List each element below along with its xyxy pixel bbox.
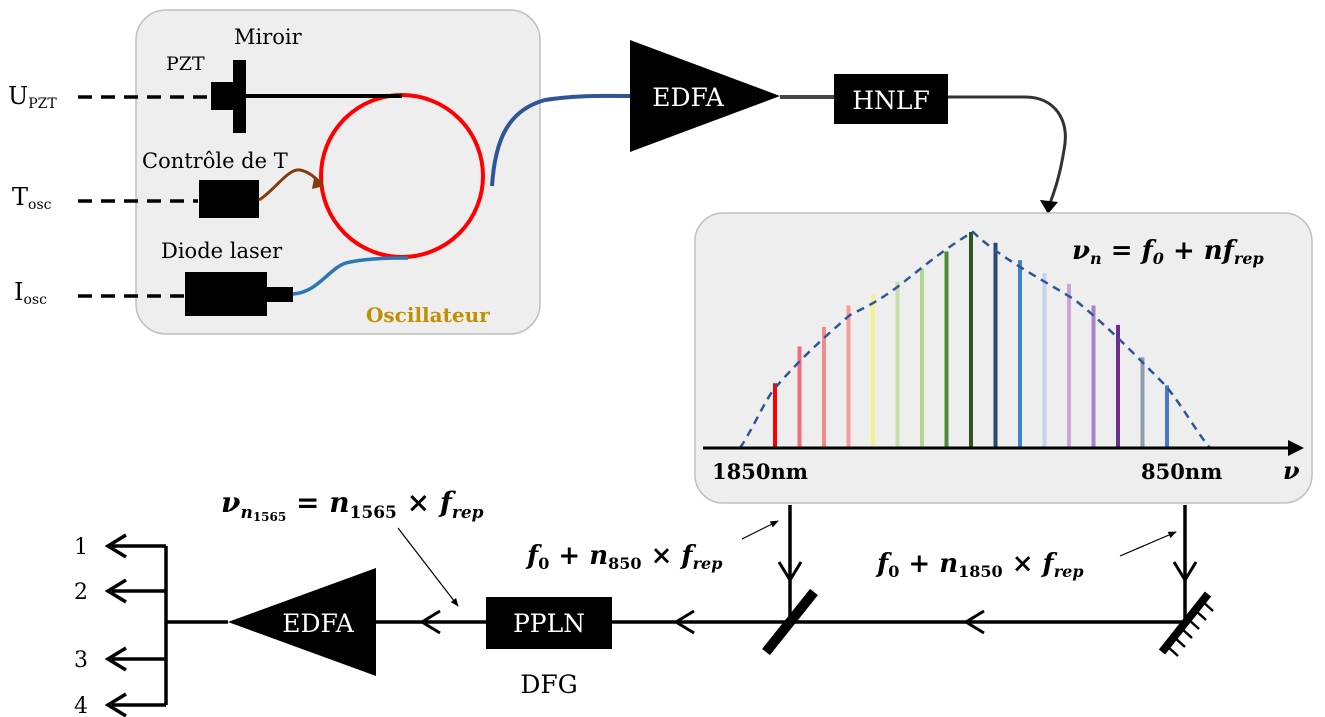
beam-1850-label: f0 + n1850 × frep — [875, 549, 1084, 581]
ppln-label: PPLN — [513, 609, 585, 638]
frequency-axis-arrowhead — [1288, 440, 1304, 456]
hnlf-arrowhead — [1040, 200, 1058, 214]
edfa-bottom-label: EDFA — [282, 609, 354, 638]
edfa-bottom-triangle — [228, 568, 376, 676]
output-port-arrow — [104, 578, 127, 604]
output-frequency-label: νn1565 = n1565 × frep — [221, 486, 484, 524]
output-fiber — [490, 93, 631, 187]
spectrum-right-label: 850nm — [1141, 459, 1222, 484]
temp-control-label: Contrôle de T — [142, 149, 288, 173]
hnlf-box — [834, 74, 948, 124]
beam-splitter — [762, 588, 818, 656]
upzt-label: UPZT — [8, 82, 57, 112]
iosc-label: Iosc — [14, 278, 47, 308]
output-port-arrow — [104, 533, 127, 559]
beam-1850-arrow — [1172, 561, 1198, 583]
ppln-box — [486, 597, 612, 649]
spectrum-panel: 1850nm 850nm ν νn = f0 + nfrep — [694, 212, 1313, 504]
folding-mirror — [1158, 591, 1214, 657]
edfa-top-label: EDFA — [652, 83, 724, 112]
spectrum-axis-symbol: ν — [1283, 456, 1300, 485]
free-space-beams: f0 + n850 × frep f0 + n1850 × frep νn156… — [221, 486, 1214, 657]
combined-beam-arrow-right — [963, 609, 985, 635]
output-port-label: 3 — [74, 648, 88, 673]
output-splitter: 1 2 3 4 — [74, 533, 228, 717]
mirror — [233, 60, 246, 133]
ppln-edfa-arrow — [419, 609, 441, 635]
edfa-top-triangle — [630, 40, 780, 152]
pzt-block — [211, 82, 233, 110]
diode-body — [185, 272, 267, 316]
hnlf-output-fiber — [948, 95, 1067, 207]
leader-850 — [741, 520, 779, 540]
control-inputs: UPZT Tosc Iosc — [8, 82, 210, 308]
output-port-arrow — [104, 646, 127, 672]
leader-1850 — [1119, 531, 1177, 557]
mirror-label: Miroir — [234, 25, 303, 49]
oscillator-panel: Miroir PZT Contrôle de T Diode laser Osc… — [135, 9, 631, 335]
hnlf-label: HNLF — [852, 86, 930, 115]
tosc-label: Tosc — [12, 183, 52, 213]
diode-tip — [267, 287, 293, 302]
output-port-label: 4 — [74, 694, 88, 717]
beam-850-arrow — [777, 561, 803, 583]
pzt-label: PZT — [166, 53, 205, 75]
oscillator-label: Oscillateur — [366, 303, 490, 327]
output-port-label: 1 — [74, 535, 88, 560]
output-port-label: 2 — [74, 580, 88, 605]
leader-output — [397, 527, 459, 607]
beam-850-label: f0 + n850 × frep — [525, 541, 722, 573]
heater-arrowhead — [312, 178, 324, 189]
pump-fiber — [292, 256, 409, 296]
output-port-arrow — [104, 692, 127, 717]
combined-beam-arrow-left — [673, 609, 695, 635]
diode-label: Diode laser — [161, 239, 283, 263]
heater-link — [258, 168, 323, 202]
comb-formula: νn = f0 + nfrep — [1072, 236, 1264, 268]
temp-control-block — [199, 180, 259, 218]
amplification-stage: EDFA HNLF — [630, 40, 1067, 214]
dfg-label: DFG — [520, 670, 577, 699]
comb-lines — [773, 232, 1169, 448]
conversion-stage: PPLN DFG EDFA — [228, 568, 612, 699]
spectral-envelope — [738, 230, 1211, 449]
spectrum-left-label: 1850nm — [712, 459, 808, 484]
